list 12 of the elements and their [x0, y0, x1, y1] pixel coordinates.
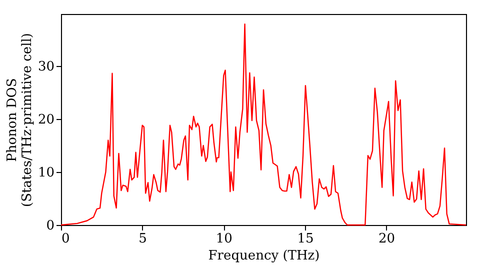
x-tick-label: 0: [62, 232, 70, 246]
x-tick-label: 20: [378, 232, 396, 246]
y-tick-label: 0: [46, 218, 54, 234]
x-axis-title: Frequency (THz): [208, 248, 320, 264]
x-tick-label: 10: [216, 232, 232, 246]
line-series: [60, 23, 467, 226]
y-tick-label: 20: [38, 112, 54, 128]
x-tick-label: 5: [138, 232, 147, 246]
y-tick-label: 30: [38, 59, 54, 74]
y-axis-title: Phonon DOS (States/THz·primitive cell): [4, 32, 35, 208]
x-tick-label: 15: [297, 232, 314, 246]
y-tick-label: 10: [38, 165, 54, 180]
